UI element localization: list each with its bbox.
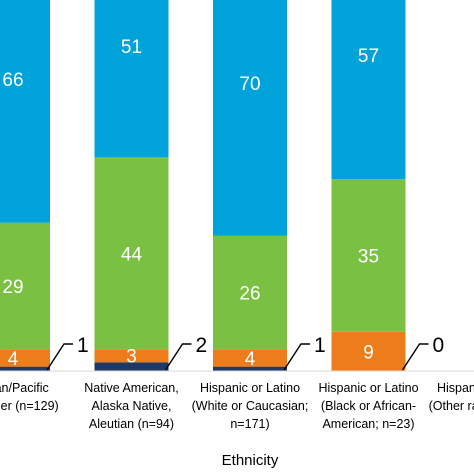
x-tick-label-line: (Other race/ethnicity) [429, 399, 474, 413]
x-tick-label-1: Asian/Pacific Islander (n=129) [0, 381, 59, 413]
x-tick-label-line: (White or Caucasian; [192, 399, 309, 413]
x-tick-labels-layer: Asian/Pacific Islander (n=129) Native Amer… [0, 381, 474, 431]
segment-label-orange-2: 3 [126, 347, 137, 368]
x-tick-label-line: (Black or African- [321, 399, 416, 413]
callout-label-3: 1 [314, 334, 326, 357]
x-tick-label-5: Hispanic or Latino (Other race/ethnicity) [429, 381, 474, 413]
segment-label-blue-3: 70 [239, 74, 260, 95]
segment-labels-layer: 4 29 66 3 44 51 4 26 70 9 35 57 [2, 37, 379, 370]
callout-leader-1 [46, 343, 73, 371]
x-tick-label-line: Hispanic or Latino [437, 381, 474, 395]
x-axis-title: Ethnicity [222, 452, 279, 469]
segment-label-orange-3: 4 [245, 349, 256, 370]
bar-segment-bottom-3 [213, 366, 287, 371]
x-tick-label-line: Alaska Native, [92, 399, 172, 413]
bar-segment-blue-2 [94, 0, 169, 158]
segment-label-green-1: 29 [2, 277, 23, 298]
bar-segment-orange-3 [213, 349, 287, 367]
callout-label-2: 2 [196, 334, 208, 357]
segment-label-green-3: 26 [239, 284, 260, 305]
callout-label-4: 0 [433, 334, 445, 357]
bar-segment-green-4 [331, 179, 406, 332]
segment-label-blue-1: 66 [2, 70, 23, 91]
x-tick-label-line: American; n=23) [322, 417, 414, 431]
x-tick-label-line: Hispanic or Latino [318, 381, 418, 395]
segment-label-blue-2: 51 [121, 37, 142, 58]
segment-label-orange-4: 9 [363, 342, 374, 363]
x-tick-label-line: Asian/Pacific [0, 381, 49, 395]
bar-segment-green-3 [213, 235, 287, 350]
callout-label-1: 1 [77, 334, 89, 357]
x-tick-label-line: n=171) [230, 417, 269, 431]
callout-leader-3 [283, 343, 310, 371]
segment-label-blue-4: 57 [358, 46, 379, 67]
bar-segment-blue-1 [0, 0, 50, 223]
bar-segment-orange-4 [331, 331, 406, 371]
bar-segment-bottom-1 [0, 366, 50, 371]
x-tick-label-line: Native American, [84, 381, 178, 395]
callouts-layer: 1 2 1 0 [46, 334, 445, 371]
x-tick-label-line: Hispanic or Latino [200, 381, 300, 395]
callout-leader-4 [401, 343, 429, 371]
x-tick-label-2: Native American, Alaska Native, Aleutian (… [84, 381, 178, 431]
callout-leader-2 [164, 343, 192, 371]
bar-segment-orange-2 [94, 349, 169, 363]
x-tick-label-4: Hispanic or Latino (Black or African- Amer… [318, 381, 418, 431]
bar-segment-blue-3 [213, 0, 287, 236]
segment-label-green-4: 35 [358, 246, 379, 267]
x-tick-label-line: Aleutian (n=94) [89, 417, 174, 431]
bar-segment-bottom-2 [94, 362, 169, 371]
segment-label-orange-1: 4 [8, 349, 19, 370]
x-tick-label-line: Islander (n=129) [0, 399, 59, 413]
bar-segment-green-1 [0, 222, 50, 350]
bar-segment-orange-1 [0, 349, 50, 367]
x-tick-label-3: Hispanic or Latino (White or Caucasian; n=… [192, 381, 309, 431]
bar-segment-green-2 [94, 157, 169, 350]
segment-label-green-2: 44 [121, 244, 143, 265]
bars-layer [0, 0, 406, 371]
bar-segment-blue-4 [331, 0, 406, 180]
